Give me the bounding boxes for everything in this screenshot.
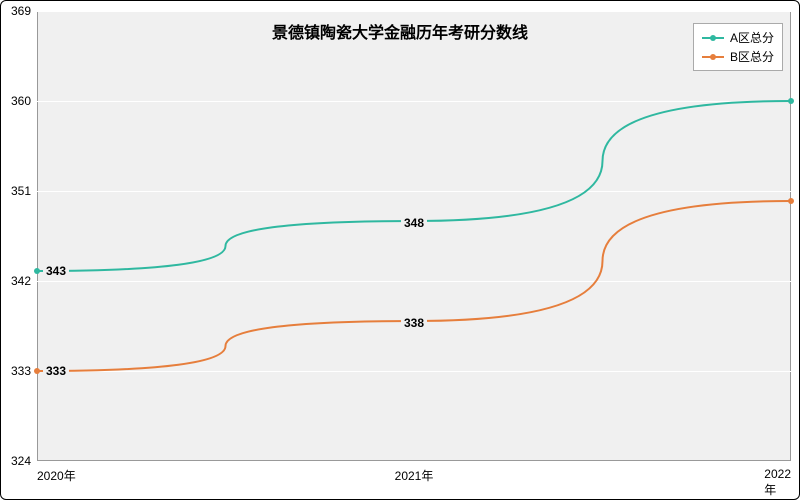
legend-label: B区总分	[730, 48, 774, 65]
y-tick-label: 369	[11, 4, 31, 18]
data-point-label: 338	[401, 316, 427, 330]
data-point-label: 333	[43, 364, 69, 378]
chart-lines-svg	[37, 11, 791, 461]
data-point-label: 343	[43, 264, 69, 278]
chart-container: 324 333 342 351 360 369 2020年 2021年 2022年 343 34…	[0, 0, 800, 500]
gridline	[37, 461, 791, 462]
y-tick-label: 360	[11, 94, 31, 108]
legend-label: A区总分	[730, 29, 774, 46]
data-point-marker	[34, 368, 40, 374]
legend: A区总分 B区总分	[693, 23, 783, 71]
data-point-label: 348	[401, 216, 427, 230]
legend-item: B区总分	[702, 47, 774, 66]
x-tick-label: 2021年	[395, 467, 434, 484]
legend-swatch-icon	[702, 56, 724, 58]
y-tick-label: 342	[11, 274, 31, 288]
legend-item: A区总分	[702, 28, 774, 47]
y-tick-label: 351	[11, 184, 31, 198]
chart-title: 景德镇陶瓷大学金融历年考研分数线	[1, 19, 799, 43]
y-tick-label: 324	[11, 454, 31, 468]
legend-swatch-icon	[702, 37, 724, 39]
x-tick-label: 2020年	[37, 467, 76, 484]
series-line	[37, 101, 791, 271]
y-tick-label: 333	[11, 364, 31, 378]
x-tick-label: 2022年	[764, 467, 791, 498]
data-point-marker	[788, 198, 794, 204]
data-point-marker	[788, 98, 794, 104]
data-point-marker	[34, 268, 40, 274]
